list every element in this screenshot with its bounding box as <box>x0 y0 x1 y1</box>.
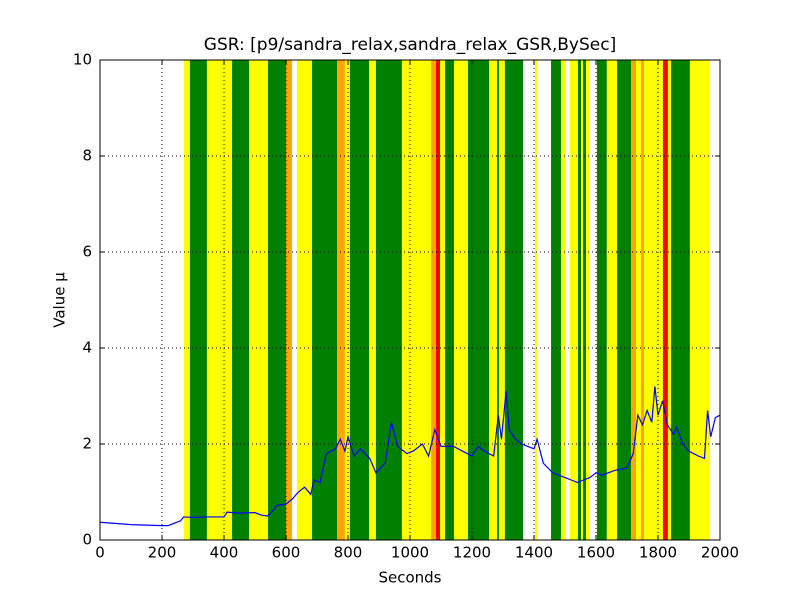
band <box>401 60 432 540</box>
x-tick-label: 2000 <box>701 544 739 562</box>
band <box>454 60 468 540</box>
band <box>689 60 711 540</box>
band <box>534 60 538 540</box>
band <box>606 60 618 540</box>
band <box>249 60 269 540</box>
y-tick-label: 0 <box>82 531 92 549</box>
bands <box>184 60 711 540</box>
band <box>617 60 632 540</box>
x-tick-label: 1200 <box>453 544 491 562</box>
band <box>445 60 455 540</box>
x-tick-label: 800 <box>334 544 363 562</box>
x-tick-label: 0 <box>95 544 105 562</box>
x-tick-label: 1000 <box>391 544 429 562</box>
band <box>431 60 437 540</box>
band <box>206 60 233 540</box>
band <box>184 60 190 540</box>
band <box>296 60 313 540</box>
band <box>467 60 490 540</box>
x-axis-label: Seconds <box>378 569 441 587</box>
band <box>581 60 583 540</box>
band <box>497 60 499 540</box>
plot-frame <box>99 59 721 541</box>
band <box>337 60 345 540</box>
band <box>662 60 668 540</box>
band <box>286 60 292 540</box>
band <box>560 60 566 540</box>
band <box>440 60 446 540</box>
band <box>644 60 663 540</box>
y-tick-label: 4 <box>82 339 92 357</box>
x-tick-label: 1400 <box>515 544 553 562</box>
band <box>551 60 561 540</box>
band <box>569 60 579 540</box>
band <box>375 60 402 540</box>
band <box>586 60 590 540</box>
band <box>640 60 645 540</box>
band <box>671 60 690 540</box>
band <box>504 60 524 540</box>
band <box>268 60 286 540</box>
x-tick-label: 600 <box>272 544 301 562</box>
x-tick-label: 1800 <box>639 544 677 562</box>
y-tick-label: 10 <box>73 51 92 69</box>
band <box>232 60 250 540</box>
band <box>582 60 587 540</box>
y-tick-label: 8 <box>82 147 92 165</box>
band <box>635 60 641 540</box>
band <box>349 60 370 540</box>
band <box>667 60 672 540</box>
plot <box>99 59 721 541</box>
x-tick-label: 200 <box>148 544 177 562</box>
y-tick-label: 2 <box>82 435 92 453</box>
band <box>312 60 338 540</box>
grid: 0 200 400 600 800 1000 1200 1400 1600 1800 2000 0 2 4… <box>73 51 739 562</box>
band <box>369 60 376 540</box>
band <box>498 60 505 540</box>
band <box>489 60 498 540</box>
band <box>596 60 607 540</box>
band <box>578 60 582 540</box>
band <box>436 60 441 540</box>
band <box>344 60 350 540</box>
data-line <box>99 386 721 527</box>
x-tick-label: 1600 <box>577 544 615 562</box>
band <box>631 60 636 540</box>
y-tick-label: 6 <box>82 243 92 261</box>
x-tick-label: 400 <box>210 544 239 562</box>
band <box>189 60 207 540</box>
y-axis-label: Value µ <box>51 272 69 328</box>
chart-title: GSR: [p9/sandra_relax,sandra_relax_GSR,B… <box>204 35 616 55</box>
